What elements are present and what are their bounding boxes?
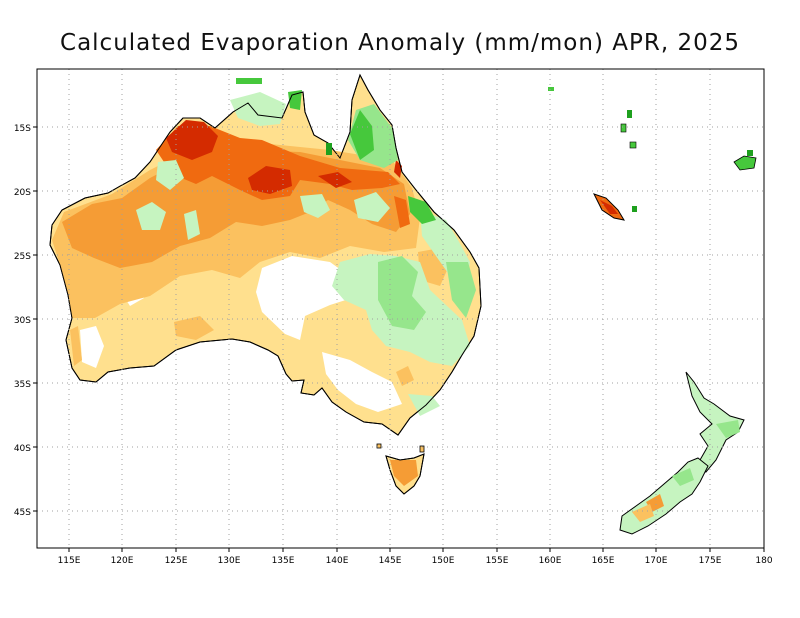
- australia-landmass: [49, 73, 482, 436]
- anomaly-light-orange-patch1: [174, 316, 214, 340]
- anomaly-pale-green-wa: [136, 202, 166, 230]
- png-fragment-2: [236, 78, 262, 84]
- anomaly-pale-green-kimberley: [156, 160, 184, 190]
- lon-label: 120E: [111, 556, 134, 566]
- australia-coastline-outline: [49, 73, 482, 436]
- vanuatu-island-2: [620, 123, 627, 133]
- anomaly-pale-green-top-end: [230, 92, 286, 126]
- vanuatu-island-3: [629, 141, 637, 149]
- fiji: [733, 155, 757, 171]
- lon-label: 140E: [326, 556, 349, 566]
- lat-tick-labels: 15S 20S 25S 30S 35S 40S 45S: [14, 124, 31, 518]
- anomaly-green-cape: [350, 110, 374, 160]
- anomaly-light-orange-patch2: [70, 326, 82, 366]
- fiji-detail: [747, 150, 753, 156]
- lat-label: 25S: [14, 252, 31, 262]
- vanuatu-island-1: [627, 110, 632, 118]
- lat-label: 20S: [14, 188, 31, 198]
- nz-north-island: [685, 371, 745, 473]
- tasmania: [385, 453, 425, 495]
- lon-label: 175E: [699, 556, 722, 566]
- lon-label: 160E: [539, 556, 562, 566]
- anomaly-pale-green-central: [300, 194, 330, 218]
- lon-label: 130E: [218, 556, 241, 566]
- lat-label: 15S: [14, 124, 31, 134]
- islet-2: [419, 445, 425, 453]
- vanuatu-island-4: [632, 206, 637, 212]
- anomaly-dark-red-central-north: [248, 166, 292, 194]
- png-fragment-1: [326, 143, 332, 155]
- anomaly-dark-red-kimberley: [166, 120, 218, 160]
- axis-ticks: [33, 126, 765, 552]
- neutral-zone-southwest: [80, 326, 104, 368]
- anomaly-red-orange-east: [394, 196, 410, 228]
- lon-tick-labels: 115E 120E 125E 130E 135E 140E 145E 150E …: [58, 556, 773, 566]
- lon-label: 165E: [592, 556, 615, 566]
- lat-label: 30S: [14, 316, 31, 326]
- neutral-zone-central: [256, 256, 352, 340]
- tasmania-anomaly-orange: [390, 460, 418, 486]
- anomaly-pale-green-se: [408, 394, 440, 416]
- lon-label: 170E: [645, 556, 668, 566]
- lat-label: 45S: [14, 508, 31, 518]
- map-title: Calculated Evaporation Anomaly (mm/mon) …: [60, 30, 740, 56]
- png-fragment-3: [548, 87, 554, 91]
- lon-label: 135E: [272, 556, 295, 566]
- islet-1: [376, 443, 382, 449]
- new-caledonia-core: [600, 200, 618, 214]
- anomaly-pale-green-pilbara: [184, 210, 200, 240]
- nz-south-island-green: [672, 468, 694, 486]
- tasmania-outline: [385, 453, 425, 495]
- lon-label: 125E: [165, 556, 188, 566]
- lon-label: 155E: [486, 556, 509, 566]
- anomaly-green-coast-ne: [408, 196, 436, 224]
- nz-south-island-light-orange: [632, 504, 654, 522]
- lat-label: 35S: [14, 380, 31, 390]
- new-zealand: [619, 371, 745, 535]
- anomaly-dark-red-gulf: [318, 172, 352, 188]
- lon-label: 115E: [58, 556, 81, 566]
- anomaly-light-green-se-coast: [446, 262, 476, 318]
- neutral-zone-south: [322, 352, 402, 412]
- nz-north-island-green: [716, 420, 740, 438]
- anomaly-light-orange-tas-area: [396, 366, 414, 386]
- anomaly-pale-green-qld: [354, 192, 390, 222]
- map-frame-border: [36, 68, 765, 549]
- lon-label: 145E: [379, 556, 402, 566]
- lat-label: 40S: [14, 444, 31, 454]
- lon-label: 180: [755, 556, 772, 566]
- lon-label: 150E: [432, 556, 455, 566]
- gridlines: [37, 69, 764, 548]
